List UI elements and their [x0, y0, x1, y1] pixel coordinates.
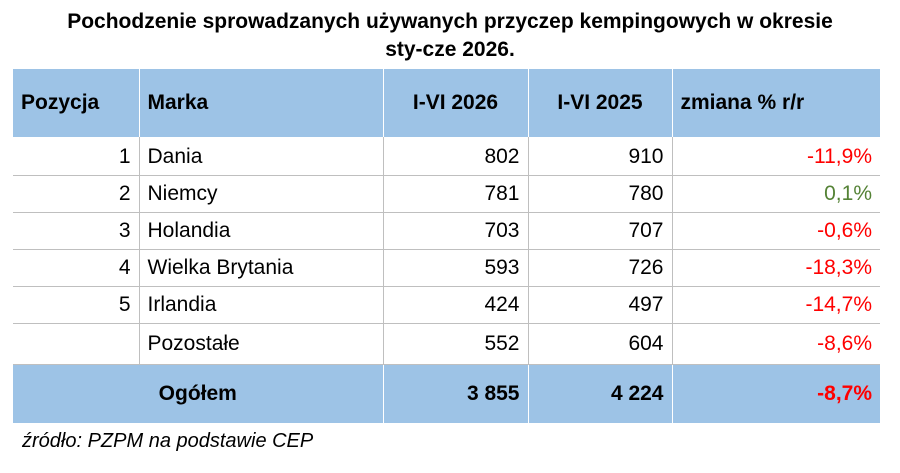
- row-value-2026: 593: [383, 249, 529, 287]
- total-label: Ogółem: [13, 364, 384, 423]
- table-row: 1 Dania 802 910 -11,9%: [13, 137, 880, 176]
- table-row: 4 Wielka Brytania 593 726 -18,3%: [13, 249, 880, 287]
- row-position: 2: [13, 175, 140, 213]
- row-position: 4: [13, 249, 140, 287]
- row-value-2026: 552: [383, 323, 529, 365]
- total-value-2025: 4 224: [528, 364, 673, 423]
- table-title: Pochodzenie sprowadzanych używanych przy…: [0, 8, 900, 64]
- header-position: Pozycja: [13, 69, 140, 137]
- row-value-2026: 424: [383, 286, 529, 324]
- row-change: -0,6%: [672, 212, 880, 250]
- row-value-2025: 726: [528, 249, 673, 287]
- total-change: -8,7%: [672, 364, 880, 423]
- table-row: 2 Niemcy 781 780 0,1%: [13, 175, 880, 213]
- header-change: zmiana % r/r: [672, 69, 880, 137]
- row-position: 3: [13, 212, 140, 250]
- row-value-2025: 497: [528, 286, 673, 324]
- row-value-2025: 707: [528, 212, 673, 250]
- origin-table: Pozycja Marka I-VI 2026 I-VI 2025 zmiana…: [13, 69, 880, 423]
- row-position: [13, 323, 140, 365]
- title-line-2: sty-cze 2026.: [385, 38, 515, 61]
- header-brand: Marka: [139, 69, 384, 137]
- row-value-2025: 780: [528, 175, 673, 213]
- total-value-2026: 3 855: [383, 364, 529, 423]
- row-change: -11,9%: [672, 137, 880, 176]
- table-row-others: Pozostałe 552 604 -8,6%: [13, 323, 880, 365]
- header-row: Pozycja Marka I-VI 2026 I-VI 2025 zmiana…: [13, 69, 880, 137]
- table-row: 5 Irlandia 424 497 -14,7%: [13, 286, 880, 324]
- row-change: -18,3%: [672, 249, 880, 287]
- row-value-2026: 703: [383, 212, 529, 250]
- row-brand: Irlandia: [139, 286, 384, 324]
- header-2026: I-VI 2026: [383, 69, 529, 137]
- row-change: -8,6%: [672, 323, 880, 365]
- row-change: -14,7%: [672, 286, 880, 324]
- table-row: 3 Holandia 703 707 -0,6%: [13, 212, 880, 250]
- row-brand: Niemcy: [139, 175, 384, 213]
- row-value-2026: 802: [383, 137, 529, 176]
- row-brand: Dania: [139, 137, 384, 176]
- row-value-2026: 781: [383, 175, 529, 213]
- row-value-2025: 604: [528, 323, 673, 365]
- table-row-total: Ogółem 3 855 4 224 -8,7%: [13, 364, 880, 423]
- row-position: 1: [13, 137, 140, 176]
- row-brand: Holandia: [139, 212, 384, 250]
- source-note: źródło: PZPM na podstawie CEP: [22, 430, 314, 452]
- row-brand: Pozostałe: [139, 323, 384, 365]
- row-value-2025: 910: [528, 137, 673, 176]
- row-change: 0,1%: [672, 175, 880, 213]
- row-position: 5: [13, 286, 140, 324]
- title-line-1: Pochodzenie sprowadzanych używanych przy…: [67, 10, 833, 33]
- row-brand: Wielka Brytania: [139, 249, 384, 287]
- header-2025: I-VI 2025: [528, 69, 673, 137]
